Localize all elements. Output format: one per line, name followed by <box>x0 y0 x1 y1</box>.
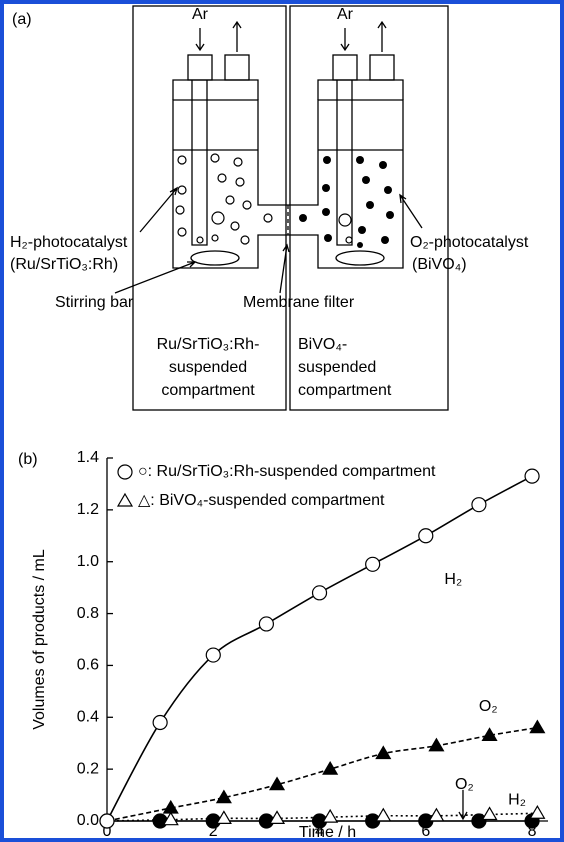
series-line <box>106 475 533 822</box>
y-tick-label: 0.0 <box>77 812 99 829</box>
marker <box>375 807 392 822</box>
chart: (b) 0.0 0.2 0.4 0.6 0.8 1.0 1.2 1.4 0 2 4 6 8 Time / h… <box>18 449 548 841</box>
marker <box>529 805 546 819</box>
marker <box>428 737 445 752</box>
y-axis-label: Volumes of products / mL <box>31 549 48 730</box>
x-tick-label: 0 <box>103 823 112 840</box>
marker <box>205 647 221 663</box>
series-label: H₂ <box>444 571 462 588</box>
marker <box>99 813 115 829</box>
marker <box>471 813 487 829</box>
legend-marker <box>116 492 134 507</box>
y-tick-label: 0.8 <box>77 605 99 622</box>
x-tick-label: 6 <box>421 823 430 840</box>
panel-label: (a) <box>12 11 32 28</box>
annotation-arrow <box>458 789 468 821</box>
series-line <box>106 812 538 822</box>
marker <box>152 714 168 731</box>
x-tick-label: 8 <box>528 823 537 840</box>
marker <box>418 528 434 544</box>
y-tick-label: 1.0 <box>77 553 99 570</box>
marker <box>268 776 286 791</box>
marker <box>471 497 487 513</box>
compartment-label: compartment <box>298 382 392 399</box>
marker <box>428 807 445 822</box>
y-tick-label: 0.4 <box>77 709 99 726</box>
y-tick-label: 0.6 <box>77 657 99 674</box>
y-tick-label: 1.4 <box>77 449 99 466</box>
catalyst-label: (BiVO₄) <box>412 256 467 273</box>
marker <box>322 760 339 775</box>
compartment-label: BiVO₄- <box>298 336 347 353</box>
legend-marker <box>117 464 133 480</box>
compartment-label: Ru/SrTiO₃:Rh- <box>157 336 260 353</box>
marker <box>481 806 498 821</box>
compartment-label: compartment <box>161 382 255 399</box>
apparatus <box>114 5 449 411</box>
marker <box>258 616 274 632</box>
y-tick-label: 1.2 <box>77 501 99 518</box>
marker <box>529 719 546 734</box>
y-tick-label: 0.2 <box>77 760 99 777</box>
marker <box>162 811 179 826</box>
series-label: H₂ <box>508 791 526 808</box>
catalyst-label: H₂-photocatalyst <box>10 234 128 251</box>
x-tick-label: 4 <box>315 823 324 840</box>
gas-label: Ar <box>337 6 354 23</box>
legend-label: △: BiVO₄-suspended compartment <box>138 492 385 509</box>
compartment-label: suspended <box>169 359 247 376</box>
marker <box>524 468 540 484</box>
catalyst-label: O₂-photocatalyst <box>410 234 529 251</box>
x-tick-label: 2 <box>209 823 218 840</box>
series-label: O₂ <box>455 776 474 793</box>
marker <box>375 745 392 760</box>
marker <box>162 799 179 814</box>
marker <box>215 789 232 804</box>
compartment-label: suspended <box>298 359 376 376</box>
marker <box>481 727 498 742</box>
x-axis-label: Time / h <box>299 824 356 841</box>
marker <box>311 585 328 601</box>
legend-label: ○: Ru/SrTiO₃:Rh-suspended compartment <box>138 463 436 480</box>
panel-label: (b) <box>18 451 38 468</box>
catalyst-label: (Ru/SrTiO₃:Rh) <box>10 256 118 273</box>
marker <box>215 810 232 825</box>
marker <box>322 808 339 823</box>
marker <box>268 810 286 825</box>
gas-label: Ar <box>192 6 209 23</box>
marker <box>152 813 168 829</box>
stirring-label: Stirring bar <box>55 294 134 311</box>
series-label: O₂ <box>479 698 498 715</box>
marker <box>365 556 381 572</box>
membrane-label: Membrane filter <box>243 294 355 311</box>
